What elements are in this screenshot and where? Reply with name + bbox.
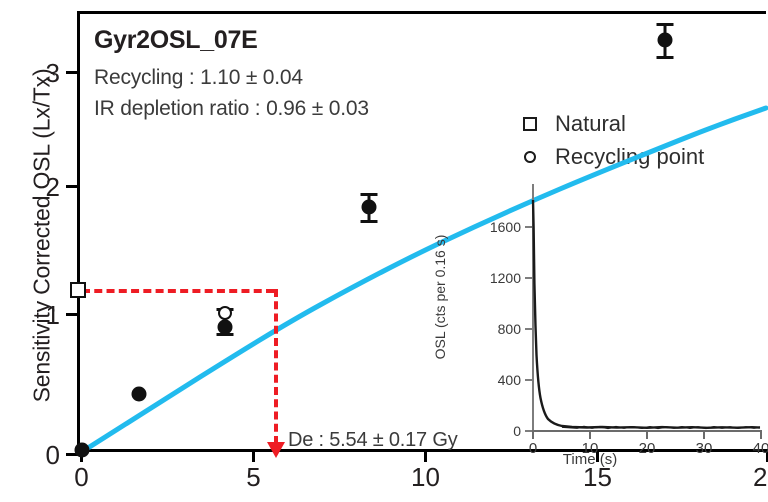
de-arrow-icon bbox=[267, 442, 285, 458]
y-tick-0: 0 bbox=[46, 442, 80, 468]
page-title: Gyr2OSL_07E bbox=[94, 26, 258, 54]
inset-y-axis bbox=[532, 184, 534, 432]
dose-response-fit-curve bbox=[77, 105, 768, 456]
y-tick-label-3: 3 bbox=[45, 57, 60, 88]
legend-item-natural: Natural bbox=[517, 107, 704, 140]
inset-y-tick-800: 800 bbox=[498, 322, 532, 336]
data-point-regen-3 bbox=[217, 319, 233, 335]
inset-x-tick-label-10: 10 bbox=[581, 440, 599, 457]
inset-decay-trace bbox=[531, 199, 761, 430]
inset-y-tick-1600: 1600 bbox=[490, 220, 532, 234]
x-tick-label-20: 20 bbox=[753, 462, 768, 492]
y-tick-1: 1 bbox=[46, 302, 80, 328]
data-point-natural bbox=[70, 282, 86, 298]
error-cap-bottom-regen-3 bbox=[216, 333, 234, 336]
x-tick-5: 5 bbox=[246, 449, 261, 490]
x-tick-10: 10 bbox=[411, 449, 440, 490]
data-point-regen-1 bbox=[74, 442, 90, 458]
y-tick-3: 3 bbox=[46, 60, 80, 86]
inset-y-tick-1200: 1200 bbox=[490, 271, 532, 285]
ir-depletion-ratio-text: IR depletion ratio : 0.96 ± 0.03 bbox=[94, 97, 369, 120]
inset-x-tick-40: 40 bbox=[753, 432, 768, 456]
legend-label-recycling-point: Recycling point bbox=[555, 143, 705, 169]
open-square-icon bbox=[517, 116, 543, 131]
error-cap-top-regen-4 bbox=[360, 193, 378, 196]
y-axis-title: Sensitivity Corrected OSL (Lx/Tx) bbox=[28, 68, 55, 403]
data-point-regen-2 bbox=[131, 386, 147, 402]
x-tick-15: 15 bbox=[583, 449, 612, 490]
data-point-regen-4 bbox=[361, 199, 377, 215]
inset-y-tick-0: 0 bbox=[513, 424, 532, 438]
y-tick-label-2: 2 bbox=[45, 171, 60, 202]
x-tick-20: 20 bbox=[753, 449, 768, 490]
recycling-ratio-text: Recycling : 1.10 ± 0.04 bbox=[94, 66, 303, 89]
y-tick-2: 2 bbox=[46, 174, 80, 200]
inset-x-tick-10: 10 bbox=[582, 432, 598, 456]
error-cap-bottom-regen-4 bbox=[360, 220, 378, 223]
inset-x-tick-label-0: 0 bbox=[528, 440, 538, 457]
x-tick-label-5: 5 bbox=[246, 462, 261, 492]
x-tick-label-15: 15 bbox=[583, 462, 612, 492]
data-point-recycling bbox=[218, 306, 232, 320]
de-guide-horizontal bbox=[82, 289, 274, 293]
de-guide-vertical bbox=[274, 289, 278, 444]
error-cap-bottom-regen-5 bbox=[656, 56, 674, 59]
inset-x-tick-30: 30 bbox=[696, 432, 712, 456]
inset-y-axis-title: OSL (cts per 0.16 s) bbox=[432, 234, 448, 360]
inset-decay-curve-plot: OSL (cts per 0.16 s) 1600 1200 800 400 bbox=[410, 179, 768, 468]
inset-y-tick-label-800: 800 bbox=[497, 321, 521, 337]
inset-y-tick-label-1200: 1200 bbox=[489, 270, 521, 286]
inset-y-tick-label-0: 0 bbox=[513, 423, 521, 439]
inset-x-tick-label-40: 40 bbox=[752, 440, 768, 457]
open-circle-icon bbox=[517, 150, 543, 163]
error-cap-top-regen-5 bbox=[656, 23, 674, 26]
y-tick-label-1: 1 bbox=[45, 299, 60, 330]
de-value-label: De : 5.54 ± 0.17 Gy bbox=[288, 429, 458, 451]
legend-label-natural: Natural bbox=[555, 110, 626, 136]
inset-x-axis-title: Time (s) bbox=[562, 451, 618, 468]
x-tick-label-0: 0 bbox=[74, 462, 89, 492]
inset-y-tick-400: 400 bbox=[498, 373, 532, 387]
legend: Natural Recycling point bbox=[517, 107, 704, 173]
inset-plot-area: 1600 1200 800 400 0 0 bbox=[490, 184, 768, 456]
inset-x-tick-20: 20 bbox=[639, 432, 655, 456]
inset-x-tick-0: 0 bbox=[529, 432, 537, 456]
inset-x-axis bbox=[532, 430, 762, 432]
x-tick-label-10: 10 bbox=[411, 462, 440, 492]
inset-y-tick-label-1600: 1600 bbox=[489, 219, 521, 235]
y-tick-label-0: 0 bbox=[45, 439, 60, 470]
inset-y-tick-label-400: 400 bbox=[497, 372, 521, 388]
data-point-regen-5 bbox=[657, 32, 673, 48]
inset-x-tick-label-20: 20 bbox=[638, 440, 656, 457]
inset-x-tick-label-30: 30 bbox=[695, 440, 713, 457]
legend-item-recycling-point: Recycling point bbox=[517, 140, 704, 173]
main-plot-area: 3 2 1 0 0 5 10 15 20 Gyr2OSL_07E Recycli… bbox=[46, 11, 768, 490]
